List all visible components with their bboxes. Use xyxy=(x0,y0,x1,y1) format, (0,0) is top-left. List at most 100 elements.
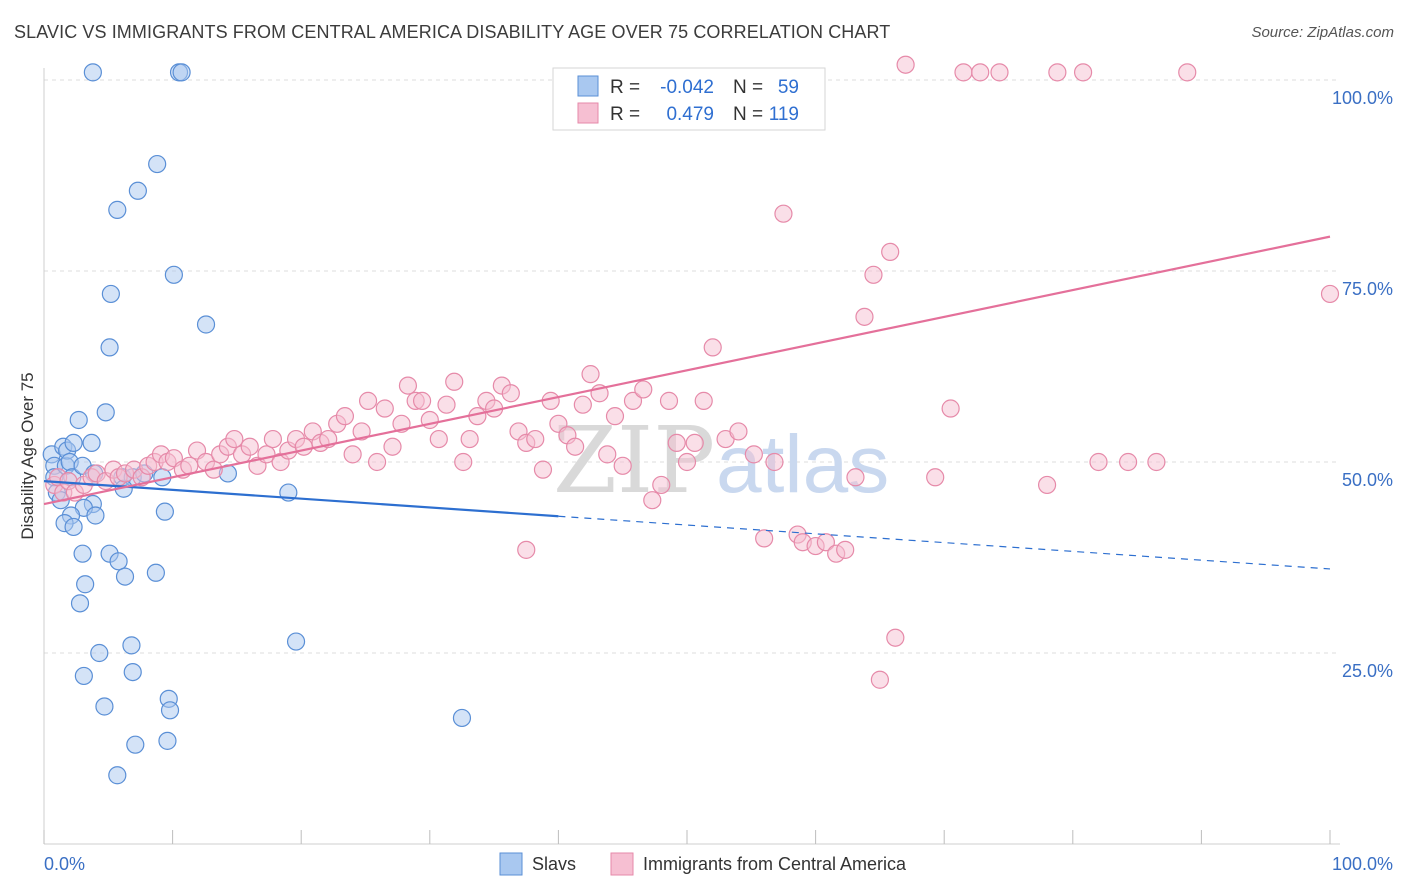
point-slavs xyxy=(86,506,105,525)
point-slavs xyxy=(164,265,183,284)
point-slavs xyxy=(109,552,128,571)
stat-n-label: N = xyxy=(733,104,763,125)
point-immigrants xyxy=(870,670,890,689)
stats-swatch-imm xyxy=(577,102,599,124)
trend-line-slavs-dashed xyxy=(558,515,1331,570)
point-immigrants xyxy=(429,429,448,449)
point-slavs xyxy=(122,636,141,655)
point-immigrants xyxy=(667,433,686,452)
point-slavs xyxy=(172,63,191,82)
trend-line-immigrants xyxy=(43,235,1331,506)
y-tick-label: 50.0% xyxy=(1342,470,1393,490)
y-tick-label: 75.0% xyxy=(1342,279,1393,299)
point-immigrants xyxy=(623,391,643,410)
point-immigrants xyxy=(526,429,545,449)
stat-n-label: N = xyxy=(733,77,763,98)
point-immigrants xyxy=(896,55,915,74)
point-immigrants xyxy=(652,475,671,495)
stat-r-value: 0.479 xyxy=(666,104,714,125)
point-immigrants xyxy=(677,452,697,472)
legend-label-imm: Immigrants from Central America xyxy=(643,854,907,874)
source-label: Source: ZipAtlas.com xyxy=(1251,24,1394,41)
point-slavs xyxy=(115,567,135,586)
stats-box: R = -0.042 N = 59 R = 0.479 N = 119 xyxy=(552,67,826,131)
point-immigrants xyxy=(367,452,387,472)
point-immigrants xyxy=(1118,452,1138,472)
point-slavs xyxy=(160,701,180,720)
point-slavs xyxy=(83,63,102,82)
point-immigrants xyxy=(941,399,960,418)
legend-swatch-slavs xyxy=(499,852,523,876)
point-immigrants xyxy=(1147,452,1166,472)
point-immigrants xyxy=(816,533,835,552)
point-immigrants xyxy=(460,429,479,449)
point-immigrants xyxy=(358,391,378,410)
point-slavs xyxy=(155,502,174,521)
point-immigrants xyxy=(755,529,774,548)
point-immigrants xyxy=(864,265,883,284)
point-immigrants xyxy=(437,395,456,414)
point-immigrants xyxy=(1037,475,1057,495)
y-tick-label: 25.0% xyxy=(1342,661,1393,681)
point-immigrants xyxy=(643,491,662,510)
point-slavs xyxy=(96,403,115,422)
point-immigrants xyxy=(501,384,520,403)
point-slavs xyxy=(90,643,109,663)
point-slavs xyxy=(196,315,216,334)
point-immigrants xyxy=(240,437,259,456)
y-axis-title: Disability Age Over 75 xyxy=(18,372,37,539)
point-immigrants xyxy=(836,540,855,559)
point-slavs xyxy=(108,766,127,785)
point-slavs xyxy=(286,632,306,651)
stat-r-label: R = xyxy=(610,104,640,125)
y-tick-labels: 25.0% 50.0% 75.0% 100.0% xyxy=(1332,88,1393,681)
point-immigrants xyxy=(445,372,464,391)
point-immigrants xyxy=(517,540,536,559)
point-immigrants xyxy=(613,456,632,475)
point-immigrants xyxy=(263,429,283,449)
trend-line-slavs xyxy=(43,480,559,518)
point-immigrants xyxy=(398,376,418,395)
point-slavs xyxy=(148,154,167,174)
point-immigrants xyxy=(352,422,371,441)
point-slavs xyxy=(158,731,177,750)
trend-lines xyxy=(43,235,1331,570)
point-immigrants xyxy=(744,445,763,464)
point-immigrants xyxy=(694,391,713,410)
stat-n-value: 59 xyxy=(778,77,799,98)
point-immigrants xyxy=(729,422,748,441)
point-immigrants xyxy=(375,399,394,418)
point-immigrants xyxy=(971,63,990,82)
point-slavs xyxy=(74,666,93,686)
point-immigrants xyxy=(926,468,945,487)
legend-swatch-imm xyxy=(610,852,634,876)
point-immigrants xyxy=(1089,452,1108,472)
point-slavs xyxy=(76,575,95,594)
point-slavs xyxy=(82,433,101,452)
x-tick-labels: 0.0% 100.0% xyxy=(44,854,1393,874)
point-slavs xyxy=(452,708,472,728)
point-immigrants xyxy=(383,437,402,456)
point-immigrants xyxy=(685,433,704,452)
point-immigrants xyxy=(1048,63,1067,82)
point-immigrants xyxy=(566,437,585,456)
point-slavs xyxy=(126,735,145,754)
point-slavs xyxy=(128,181,147,200)
point-immigrants xyxy=(881,242,900,261)
stat-r-value: -0.042 xyxy=(660,77,714,98)
x-tick-label: 0.0% xyxy=(44,854,85,874)
point-slavs xyxy=(70,594,90,613)
legend: Slavs Immigrants from Central America xyxy=(499,852,907,876)
chart-title: SLAVIC VS IMMIGRANTS FROM CENTRAL AMERIC… xyxy=(14,22,891,42)
legend-label-slavs: Slavs xyxy=(532,854,576,874)
point-slavs xyxy=(64,517,83,537)
point-immigrants xyxy=(1178,63,1197,82)
series-immigrants xyxy=(45,55,1340,689)
point-immigrants xyxy=(581,365,600,384)
point-immigrants xyxy=(225,429,244,449)
y-tick-label: 100.0% xyxy=(1332,88,1393,108)
point-immigrants xyxy=(1320,284,1340,304)
stats-swatch-slavs xyxy=(577,75,599,97)
point-slavs xyxy=(100,338,119,357)
point-immigrants xyxy=(335,407,355,426)
